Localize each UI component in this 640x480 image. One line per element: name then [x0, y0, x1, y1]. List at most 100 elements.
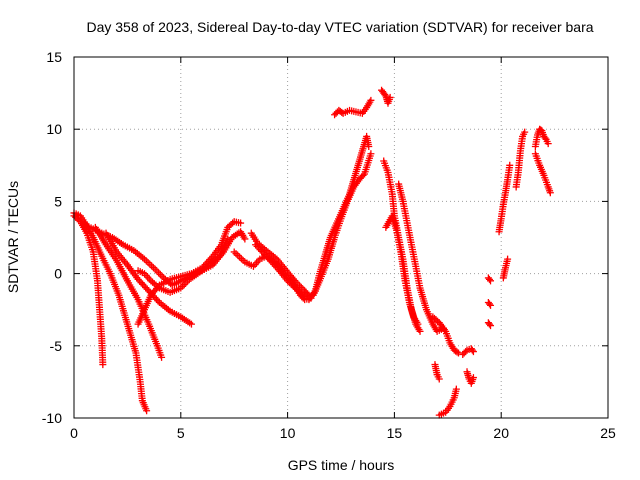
data-point: [452, 385, 460, 393]
data-point: [521, 128, 529, 136]
series-arc-20: [435, 385, 460, 419]
data-point: [139, 280, 147, 288]
series-arc-27: [499, 255, 512, 282]
data-point: [140, 282, 148, 290]
series-arc-29: [531, 125, 552, 151]
data-point: [155, 269, 163, 277]
data-point: [414, 320, 422, 328]
series-arc-22: [463, 368, 477, 387]
series-arc-28: [512, 128, 529, 191]
data-point: [158, 353, 166, 361]
data-point: [469, 348, 477, 356]
y-axis-label: SDTVAR / TECUs: [5, 181, 21, 293]
data-point: [151, 265, 159, 273]
series-arc-3: [81, 219, 151, 415]
data-point: [229, 219, 237, 227]
data-point: [485, 300, 493, 308]
data-point: [544, 140, 552, 148]
data-points: [70, 86, 554, 419]
data-point: [487, 277, 495, 285]
y-tick-label: -10: [42, 410, 62, 426]
data-point: [152, 295, 160, 303]
data-point: [453, 348, 461, 356]
data-point: [234, 251, 242, 259]
data-point: [230, 248, 238, 256]
data-point: [262, 252, 270, 260]
data-point: [359, 171, 367, 179]
y-tick-label: 0: [54, 266, 62, 282]
data-point: [134, 275, 142, 283]
data-point: [258, 247, 266, 255]
series-arc-4: [91, 223, 166, 361]
data-point: [146, 260, 154, 268]
data-point: [416, 327, 424, 335]
data-point: [158, 272, 166, 280]
data-point: [143, 285, 151, 293]
data-point: [367, 96, 375, 104]
series-arc-24: [484, 298, 495, 309]
data-point: [137, 279, 145, 287]
data-point: [264, 254, 272, 262]
data-point: [367, 150, 375, 158]
series-arc-11: [305, 132, 373, 304]
x-tick-label: 0: [70, 425, 78, 441]
series-arc-2: [70, 212, 107, 369]
data-point: [145, 287, 153, 295]
series-arc-23: [484, 274, 495, 285]
data-point: [255, 244, 263, 252]
data-point: [386, 93, 394, 101]
x-axis-label: GPS time / hours: [288, 457, 395, 473]
y-tick-label: 10: [46, 121, 62, 137]
data-point: [253, 242, 261, 250]
data-point: [541, 134, 549, 142]
y-tick-label: 15: [46, 49, 62, 65]
data-point: [261, 251, 269, 259]
data-point: [241, 235, 249, 243]
series-arc-26: [495, 161, 514, 236]
series-arc-6: [134, 218, 245, 328]
series-arc-18: [429, 313, 462, 357]
series-arc-5: [102, 229, 195, 328]
grid-lines: [74, 57, 608, 418]
y-tick-label: -5: [50, 338, 63, 354]
x-tick-label: 20: [493, 425, 509, 441]
data-point: [267, 257, 275, 265]
series-arc-19: [431, 361, 443, 383]
data-point: [154, 297, 162, 305]
series-arc-14: [378, 86, 394, 107]
series-arc-30: [531, 150, 554, 197]
data-point: [301, 293, 309, 301]
data-point: [156, 270, 164, 278]
chart-title: Day 358 of 2023, Sidereal Day-to-day VTE…: [86, 19, 593, 35]
y-tick-label: 5: [54, 193, 62, 209]
series-arc-10: [252, 241, 309, 301]
data-point: [270, 261, 278, 269]
data-point: [237, 255, 245, 263]
data-point: [259, 249, 267, 257]
data-point: [365, 143, 373, 151]
axis-ticks: 0 5 10 15 20 25 -10 -5 0 5 10 15: [42, 49, 616, 441]
data-point: [256, 246, 264, 254]
data-point: [435, 375, 443, 383]
data-point: [487, 301, 495, 309]
data-point: [143, 407, 151, 415]
data-point: [271, 262, 279, 270]
data-point: [224, 235, 232, 243]
plot-border: [73, 56, 609, 419]
data-point: [504, 255, 512, 263]
series-arc-7: [134, 235, 232, 296]
data-point: [232, 250, 240, 258]
data-point: [144, 259, 152, 267]
series-arc-16: [382, 212, 422, 328]
series-arc-12: [309, 150, 375, 299]
data-point: [99, 361, 107, 369]
data-point: [265, 256, 273, 264]
data-point: [381, 91, 389, 99]
data-point: [187, 320, 195, 328]
data-point: [149, 264, 157, 272]
data-point: [136, 277, 144, 285]
x-tick-label: 5: [177, 425, 185, 441]
data-point: [142, 284, 150, 292]
series-arc-25: [484, 319, 495, 330]
